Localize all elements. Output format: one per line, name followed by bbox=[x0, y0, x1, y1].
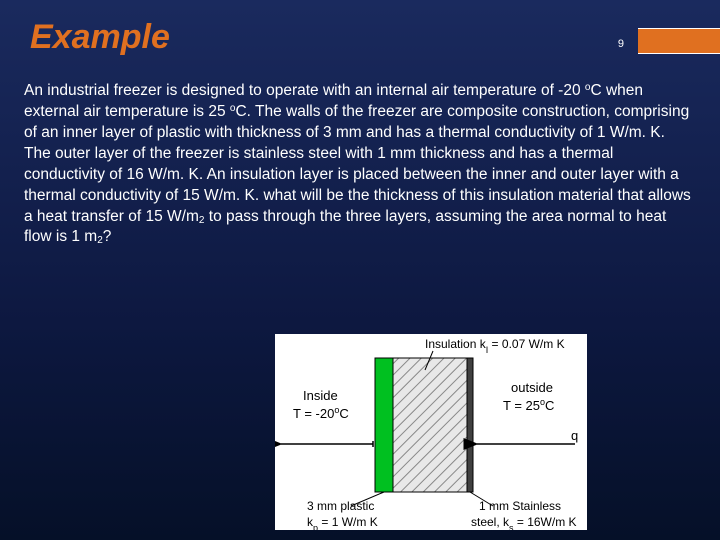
text-part: An industrial freezer is designed to ope… bbox=[24, 82, 585, 99]
text-part: C. The walls of the freezer are composit… bbox=[24, 103, 691, 225]
svg-text:T = -20oC: T = -20oC bbox=[293, 405, 349, 421]
svg-text:steel, ks = 16W/m K: steel, ks = 16W/m K bbox=[471, 515, 577, 530]
problem-paragraph: An industrial freezer is designed to ope… bbox=[0, 65, 720, 248]
svg-text:1 mm Stainless: 1 mm Stainless bbox=[479, 499, 561, 513]
svg-text:Inside: Inside bbox=[303, 388, 338, 403]
svg-text:kp = 1 W/m K: kp = 1 W/m K bbox=[307, 515, 378, 530]
page-number: 9 bbox=[618, 38, 624, 50]
diagram-svg: Insulation kI = 0.07 W/m K Inside T = -20o… bbox=[275, 334, 587, 530]
sub-2: 2 bbox=[199, 215, 205, 226]
accent-block bbox=[638, 28, 720, 54]
svg-text:outside: outside bbox=[511, 380, 553, 395]
sub-2: 2 bbox=[97, 235, 103, 246]
svg-text:Insulation kI = 0.07 W/m K: Insulation kI = 0.07 W/m K bbox=[425, 337, 565, 355]
svg-text:3 mm plastic: 3 mm plastic bbox=[307, 499, 374, 513]
text-part: ? bbox=[103, 228, 112, 245]
title-bar: Example 9 bbox=[0, 0, 720, 65]
degree-sup: o bbox=[230, 103, 236, 114]
svg-text:q: q bbox=[571, 428, 578, 443]
wall-diagram: Insulation kI = 0.07 W/m K Inside T = -20o… bbox=[275, 334, 587, 530]
slide-title: Example bbox=[30, 18, 170, 57]
degree-sup: o bbox=[585, 82, 591, 93]
svg-text:T = 25oC: T = 25oC bbox=[503, 397, 554, 413]
